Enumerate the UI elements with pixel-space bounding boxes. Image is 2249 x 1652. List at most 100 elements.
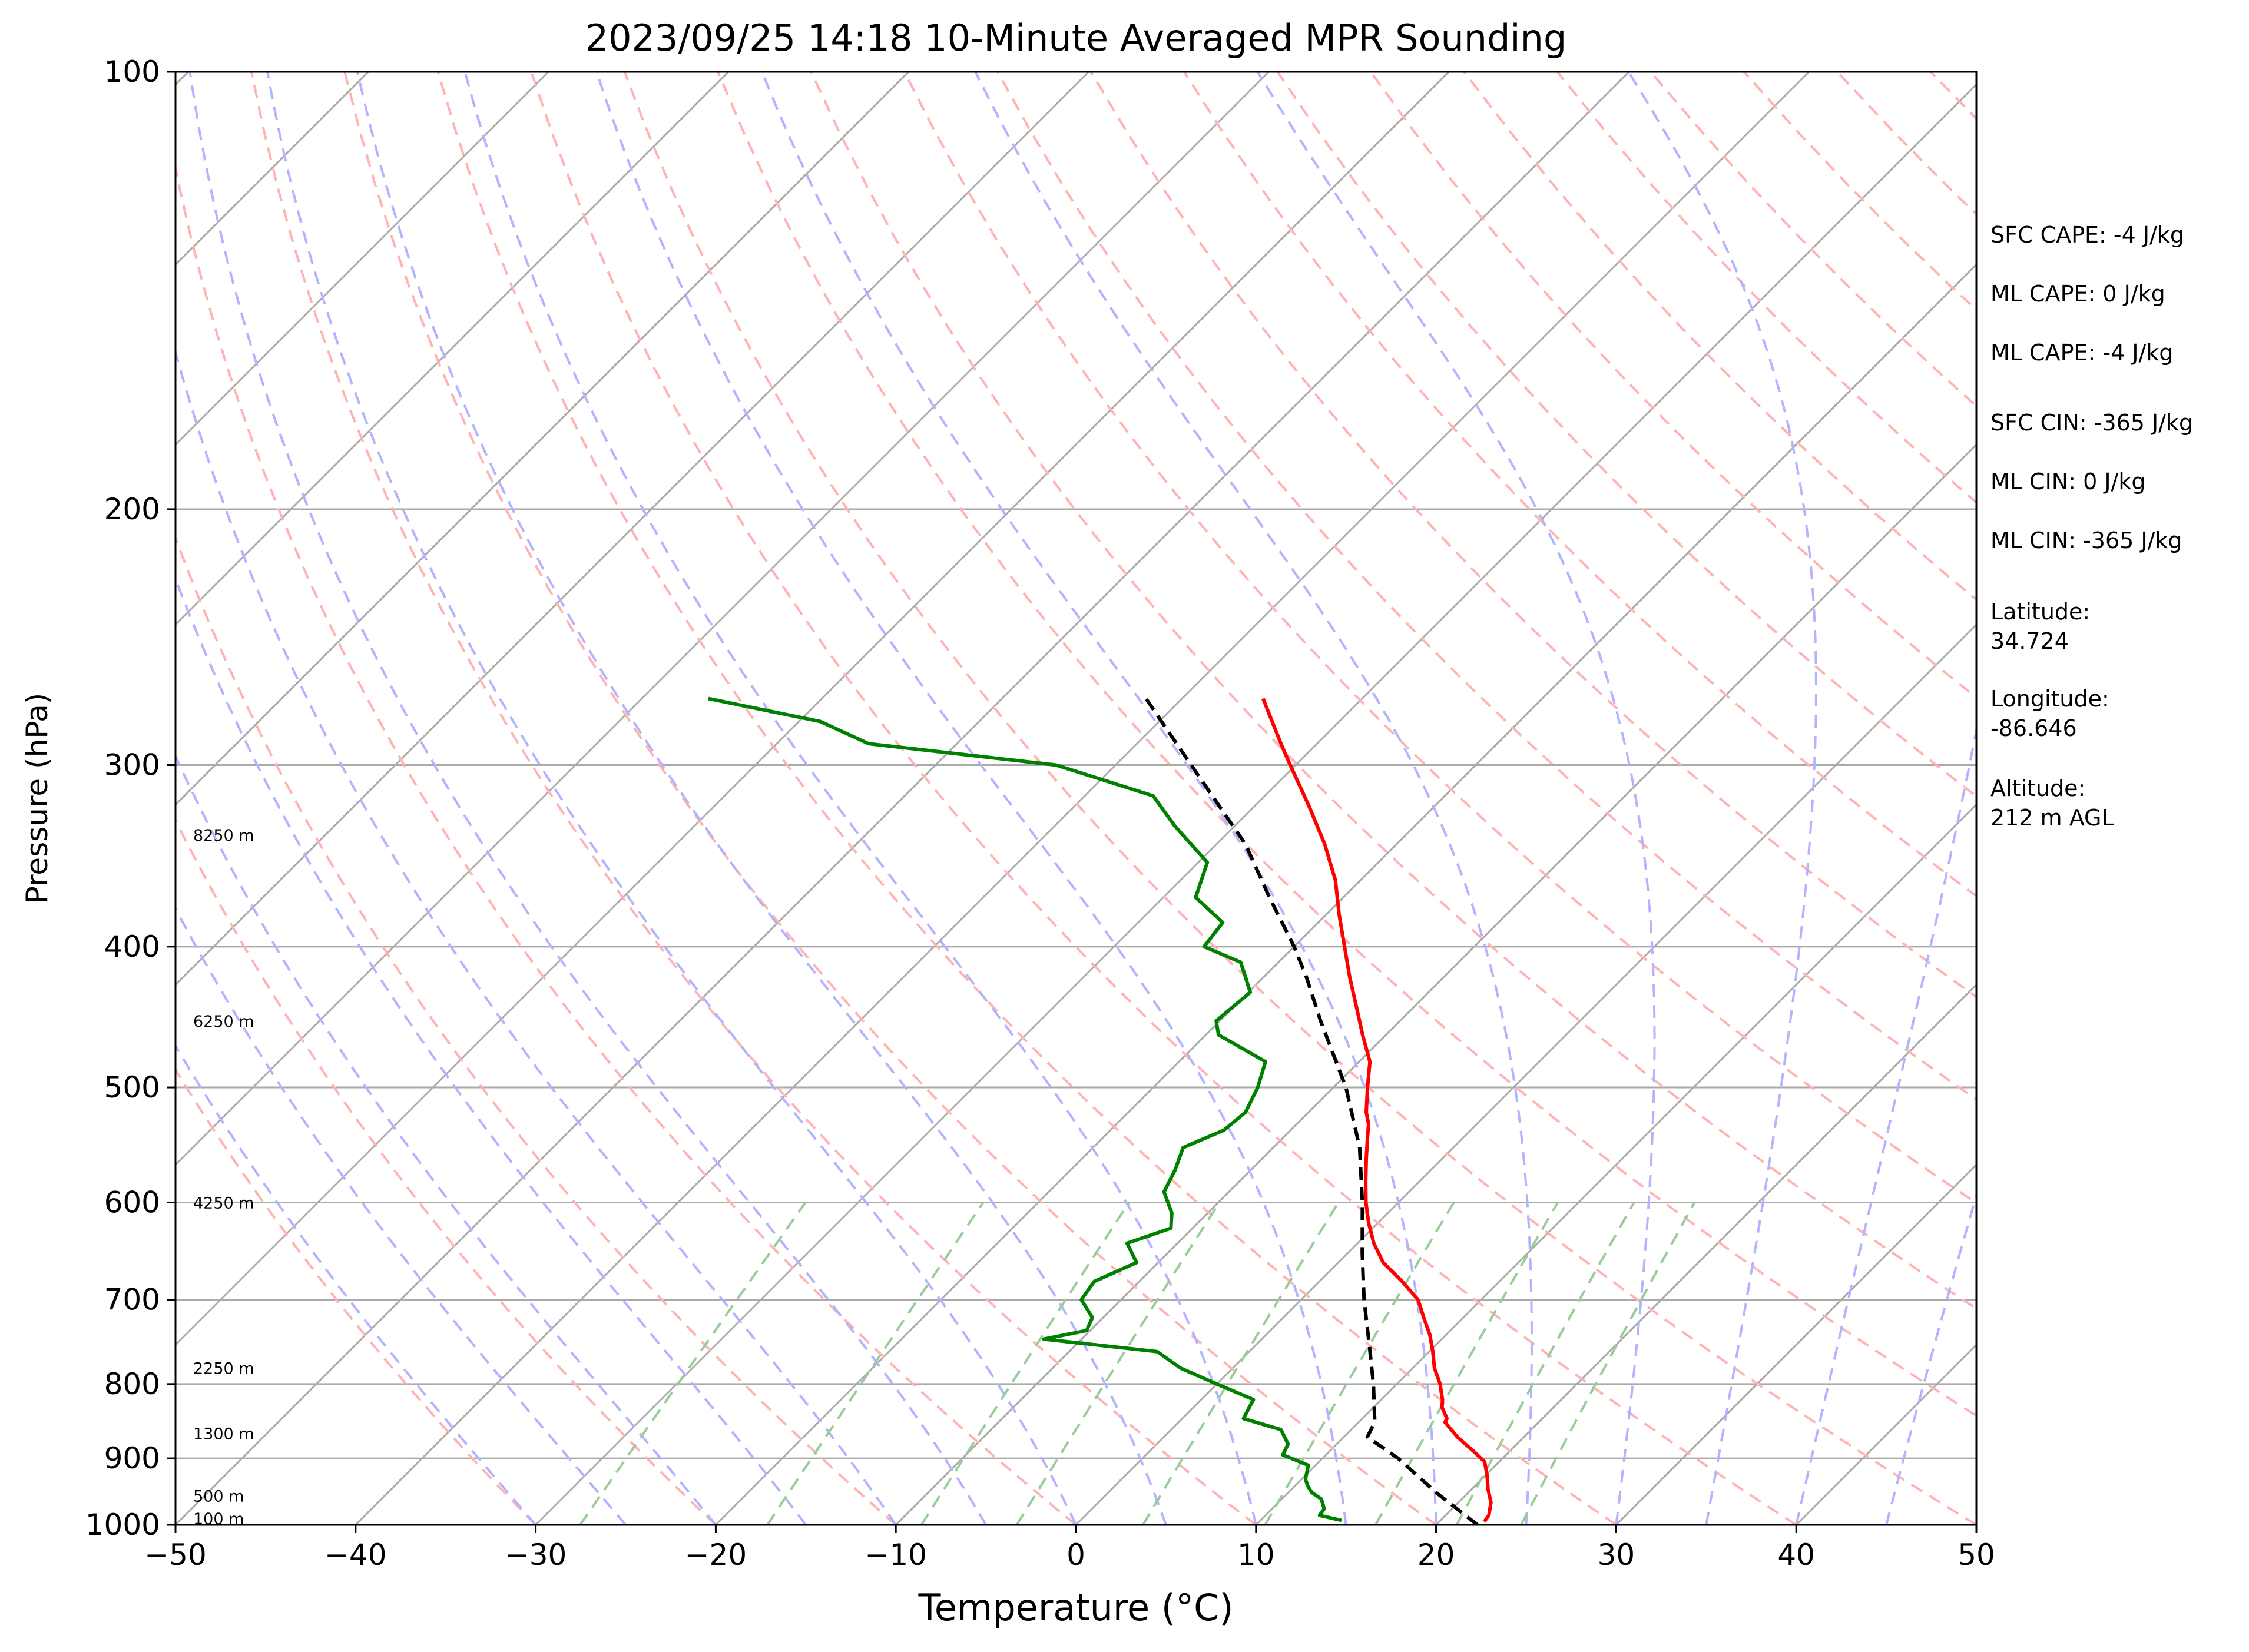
y-tick-label: 400 [104,930,160,964]
isotherm-line [1255,803,1976,1525]
mixing-ratio-line [1264,1202,1455,1525]
isotherm-line [1615,1163,1976,1525]
moist-adiabat-line [1885,1191,1976,1525]
x-tick-label: −40 [324,1538,387,1572]
moist-adiabat-line [175,906,627,1525]
dry-adiabat-line [903,72,1976,1205]
x-axis: −50 −40 −30 −20 −10 0 10 20 30 40 50 [144,1525,1995,1572]
ml-cape-text-2: ML CAPE: -4 J/kg [1990,340,2173,366]
ml-cin-text-2: ML CIN: -365 J/kg [1990,528,2182,553]
isotherm-line [1435,983,1976,1525]
x-tick-label: 40 [1777,1538,1815,1572]
dry-adiabat-line [250,72,1257,1525]
isotherm-line [175,72,909,806]
height-label: 6250 m [193,1013,254,1031]
ml-cin-text: ML CIN: 0 J/kg [1990,469,2145,495]
height-label: 500 m [193,1488,244,1506]
moist-adiabat-line [175,753,717,1525]
mixing-ratio-line [920,1202,1130,1525]
y-tick-label: 700 [104,1283,160,1317]
moist-adiabat-line [1627,72,1817,1525]
mixing-ratio-line [1142,1202,1340,1525]
chart-title: 2023/09/25 14:18 10-Minute Averaged MPR … [585,16,1567,59]
dry-adiabat-line [717,72,1976,1417]
dewpoint-profile-line [708,696,1342,1522]
y-tick-label: 200 [104,492,160,526]
info-panel: SFC CAPE: -4 J/kg ML CAPE: 0 J/kg ML CAP… [1990,222,2193,831]
isotherm-line [895,443,1976,1525]
latitude-value: 34.724 [1990,628,2069,654]
mixing-ratio-line [1520,1202,1696,1525]
x-tick-label: −10 [865,1538,927,1572]
dry-adiabat-line [1183,72,1976,898]
mixing-ratio-line [1015,1202,1221,1525]
y-tick-label: 800 [104,1367,160,1401]
dry-adiabat-line [343,72,1437,1525]
y-tick-label: 300 [104,748,160,782]
x-tick-label: 10 [1237,1538,1275,1572]
isotherm-line [175,72,730,626]
mixing-ratio-line [1374,1202,1559,1525]
isotherm-line [355,72,1810,1525]
isotherm-line [2157,72,2249,1525]
temperature-profile-line [1261,698,1493,1523]
y-tick-label: 500 [104,1070,160,1104]
x-tick-label: 30 [1598,1538,1635,1572]
height-label: 8250 m [193,827,254,845]
dry-adiabat-line [175,1067,537,1525]
background-lines [0,72,2249,1525]
moist-adiabat-line [1795,724,1976,1525]
x-tick-label: 50 [1957,1538,1995,1572]
x-tick-label: −30 [505,1538,567,1572]
moist-adiabat-line [356,72,1167,1525]
y-axis-label: Pressure (hPa) [20,693,54,904]
latitude-label: Latitude: [1990,599,2090,625]
x-tick-label: 20 [1417,1538,1455,1572]
dry-adiabat-line [623,72,1976,1525]
longitude-label: Longitude: [1990,686,2109,712]
x-axis-label: Temperature (°C) [918,1586,1233,1629]
y-tick-label: 900 [104,1441,160,1475]
dry-adiabat-line [810,72,1976,1310]
moist-adiabat-line [188,72,987,1525]
y-tick-label: 100 [104,55,160,89]
height-label: 2250 m [193,1360,254,1378]
height-label: 100 m [193,1510,244,1528]
moist-adiabat-line [761,72,1437,1525]
isotherm-line [535,83,1976,1525]
x-tick-label: −50 [144,1538,207,1572]
moist-adiabat-line [463,72,1257,1525]
altitude-value: 212 m AGL [1990,805,2114,831]
plot-background [175,72,1976,1525]
sfc-cin-text: SFC CIN: -365 J/kg [1990,410,2193,436]
moist-adiabat-line [175,575,807,1525]
isotherm-line [175,72,1630,1525]
dry-adiabat-line [1089,72,1976,999]
y-axis: 100 200 300 400 500 600 700 800 900 1000 [85,55,175,1542]
x-tick-label: −20 [685,1538,747,1572]
longitude-value: -86.646 [1990,715,2077,741]
isotherm-line [175,72,1270,1166]
dry-adiabat-line [175,161,1077,1525]
ml-cape-text: ML CAPE: 0 J/kg [1990,281,2165,307]
altitude-label: Altitude: [1990,775,2085,801]
y-tick-label: 1000 [85,1508,160,1542]
isotherm-line [1075,623,1976,1525]
mixing-ratio-line [1455,1202,1635,1525]
isotherm-line [175,72,1450,1346]
parcel-profile-line [1144,697,1479,1525]
moist-adiabat-line [595,72,1347,1525]
isotherm-line [175,72,1089,986]
height-labels: 100 m 500 m 1300 m 2250 m 4250 m 6250 m 8250 m [193,827,254,1528]
mixing-ratio-line [766,1202,985,1525]
height-label: 1300 m [193,1425,254,1444]
dry-adiabat-line [175,535,897,1525]
isotherm-line [0,72,8,1525]
sfc-cape-text: SFC CAPE: -4 J/kg [1990,222,2184,248]
height-label: 4250 m [193,1194,254,1212]
moist-adiabat-line [175,347,897,1525]
y-tick-label: 600 [104,1185,160,1219]
data-lines [708,696,1493,1525]
isotherm-line [715,263,1976,1525]
